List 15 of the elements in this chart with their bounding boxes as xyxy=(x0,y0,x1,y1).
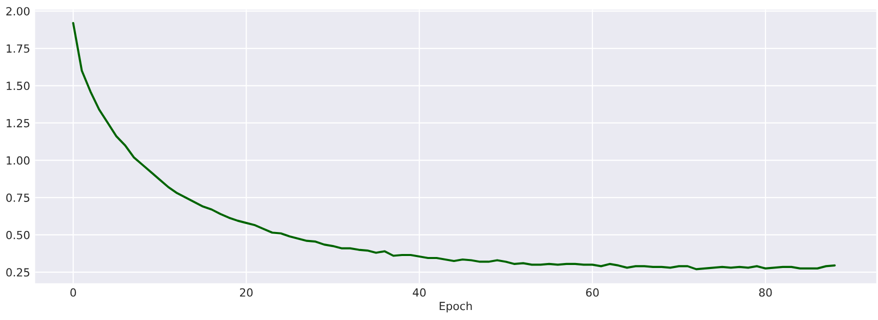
y-tick-label: 0.50 xyxy=(6,230,30,240)
line-series xyxy=(72,22,836,270)
y-tick-label: 1.00 xyxy=(6,156,30,165)
x-axis-title: Epoch xyxy=(440,302,472,312)
y-tick-label: 1.75 xyxy=(6,44,30,53)
x-tick-label: 20 xyxy=(240,288,253,297)
y-tick-label: 1.50 xyxy=(6,82,30,90)
y-tick-label: 1.25 xyxy=(6,118,30,128)
y-tick-label: 0.75 xyxy=(6,194,30,202)
y-tick-label: 2.00 xyxy=(6,7,30,16)
x-tick-label: 60 xyxy=(586,288,599,297)
x-tick-label: 40 xyxy=(412,288,426,297)
x-tick-label: 0 xyxy=(70,288,76,297)
x-tick-label: 80 xyxy=(759,288,772,297)
y-tick-label: 0.25 xyxy=(6,268,30,277)
